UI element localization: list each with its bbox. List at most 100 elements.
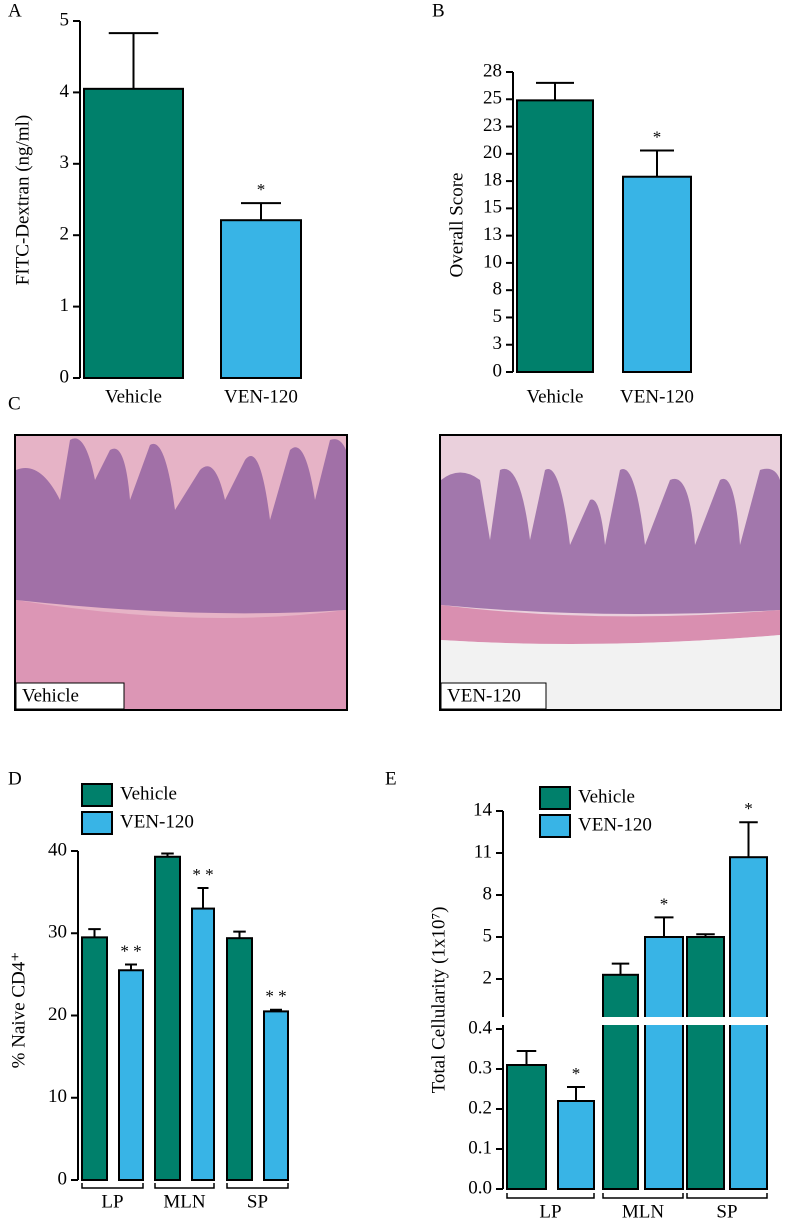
bar xyxy=(557,1100,595,1190)
y-tick-label: 8 xyxy=(493,279,503,300)
y-axis-label: Total Cellularity (1x10⁷) xyxy=(428,907,449,1094)
group-bracket xyxy=(686,1193,768,1199)
y-tick-label: 20 xyxy=(48,1004,67,1025)
y-tick-label: 2 xyxy=(483,967,493,988)
y-tick-label: 5 xyxy=(60,9,70,30)
bar xyxy=(154,855,181,1181)
axis-break xyxy=(491,1017,771,1025)
error-bar xyxy=(739,821,758,858)
error-bar xyxy=(611,962,630,975)
error-bar xyxy=(654,916,674,937)
annotation: * * xyxy=(120,941,141,960)
x-tick-label: LP xyxy=(539,1201,561,1222)
bar xyxy=(191,907,215,1181)
legend-label: VEN-120 xyxy=(120,811,194,832)
bar xyxy=(220,219,302,379)
legend-label: VEN-120 xyxy=(578,814,652,835)
panel-label: B xyxy=(432,0,445,21)
bar xyxy=(602,973,639,1190)
group-bracket xyxy=(226,1183,289,1189)
y-tick-label: 20 xyxy=(483,142,502,163)
panel-label: E xyxy=(385,768,397,789)
legend-swatch xyxy=(539,814,571,838)
y-tick-label: 25 xyxy=(483,88,502,109)
error-bar xyxy=(696,933,715,937)
error-bar xyxy=(88,928,101,938)
legend-label: Vehicle xyxy=(578,786,635,807)
error-bar xyxy=(108,32,159,89)
error-bar xyxy=(161,852,174,857)
annotation: * xyxy=(572,1064,581,1083)
error-bar xyxy=(233,930,246,939)
y-tick-label: 0.2 xyxy=(468,1097,492,1118)
y-tick-label: 28 xyxy=(483,60,502,81)
error-bar xyxy=(270,1008,282,1012)
error-bar xyxy=(516,1050,537,1065)
panel-label: C xyxy=(8,393,21,414)
x-tick-label: MLN xyxy=(163,1191,206,1212)
histology-image: Vehicle xyxy=(14,434,348,711)
y-tick-label: 4 xyxy=(60,81,70,102)
group-bracket xyxy=(506,1193,595,1199)
y-tick-label: 0.3 xyxy=(468,1057,492,1078)
bar xyxy=(686,936,725,1190)
y-tick-label: 15 xyxy=(483,197,502,218)
annotation: * xyxy=(653,127,662,146)
y-tick-label: 18 xyxy=(483,169,502,190)
error-bar xyxy=(640,149,674,177)
y-tick-label: 10 xyxy=(48,1086,67,1107)
y-tick-label: 2 xyxy=(60,224,70,245)
x-tick-label: Vehicle xyxy=(105,386,162,407)
x-tick-label: Vehicle xyxy=(527,386,584,407)
legend-label: Vehicle xyxy=(120,783,177,804)
y-tick-label: 23 xyxy=(483,115,502,136)
x-tick-label: SP xyxy=(247,1191,268,1212)
bar xyxy=(118,969,144,1182)
y-tick-label: 5 xyxy=(483,925,493,946)
y-tick-label: 1 xyxy=(60,295,70,316)
y-tick-label: 8 xyxy=(483,883,493,904)
y-tick-label: 0 xyxy=(58,1168,68,1189)
panel-label: D xyxy=(8,768,22,789)
group-bracket xyxy=(602,1193,684,1199)
y-tick-label: 0.4 xyxy=(468,1017,492,1038)
y-tick-label: 0.1 xyxy=(468,1137,492,1158)
y-axis-label: FITC-Dextran (ng/ml) xyxy=(12,115,33,285)
bar xyxy=(263,1010,289,1182)
error-bar xyxy=(241,202,281,221)
image-label: VEN-120 xyxy=(447,685,521,706)
x-tick-label: VEN-120 xyxy=(620,386,694,407)
image-label: Vehicle xyxy=(22,685,79,706)
y-tick-label: 3 xyxy=(60,152,70,173)
bar xyxy=(506,1064,547,1190)
bar xyxy=(622,175,692,373)
annotation: * * xyxy=(192,865,213,884)
x-tick-label: MLN xyxy=(622,1201,665,1222)
y-tick-label: 0 xyxy=(60,366,70,387)
annotation: * xyxy=(744,799,753,818)
y-axis-label: % Naive CD4⁺ xyxy=(8,952,29,1069)
y-tick-label: 3 xyxy=(493,333,503,354)
bar xyxy=(83,87,184,380)
x-tick-label: LP xyxy=(101,1191,123,1212)
error-bar xyxy=(536,81,574,101)
group-bracket xyxy=(154,1183,215,1189)
x-tick-label: SP xyxy=(716,1201,737,1222)
y-tick-label: 14 xyxy=(473,799,493,820)
error-bar xyxy=(567,1086,585,1101)
legend-swatch xyxy=(539,786,571,810)
y-tick-label: 10 xyxy=(483,251,502,272)
group-bracket xyxy=(81,1183,144,1189)
x-tick-label: VEN-120 xyxy=(224,386,298,407)
legend-swatch xyxy=(81,811,113,835)
annotation: * xyxy=(660,894,669,913)
annotation: * * xyxy=(265,987,286,1006)
y-tick-label: 5 xyxy=(493,306,503,327)
bar xyxy=(516,99,594,373)
panel-label: A xyxy=(8,0,22,21)
histology-image: VEN-120 xyxy=(439,434,782,711)
error-bar xyxy=(197,887,209,909)
y-tick-label: 0 xyxy=(493,360,503,381)
bar xyxy=(226,937,253,1181)
